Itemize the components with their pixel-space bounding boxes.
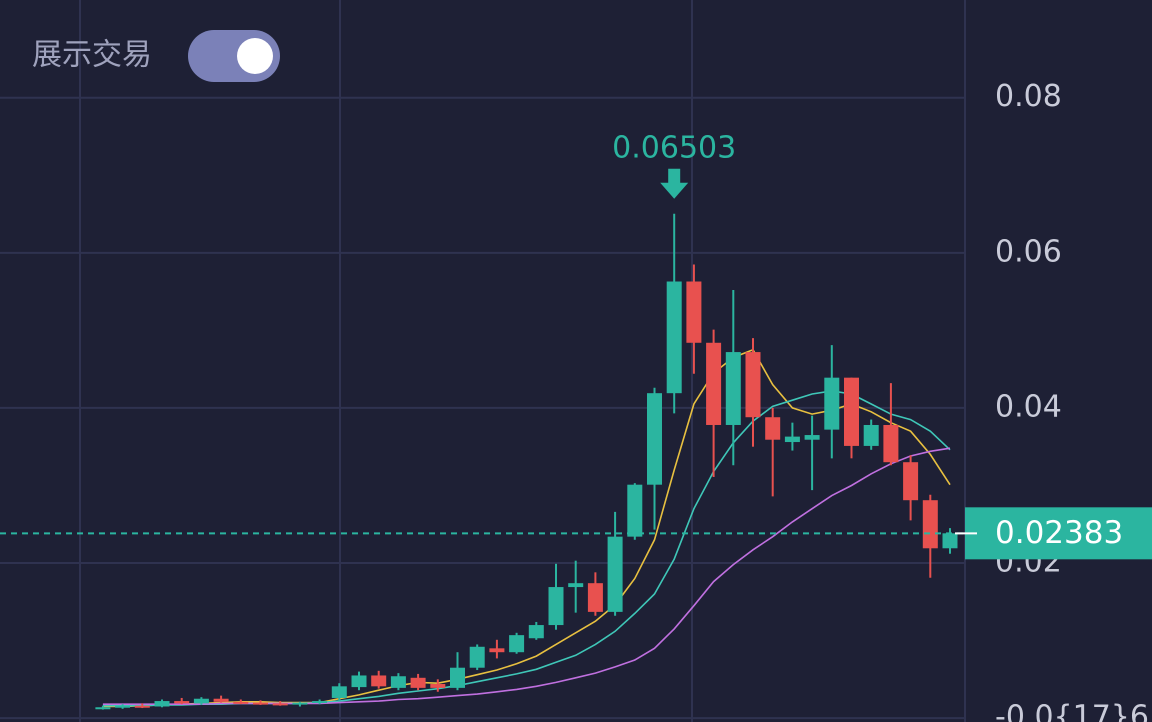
candle-body — [371, 675, 387, 687]
candle-body — [528, 625, 544, 639]
y-tick-label: 0.08 — [995, 79, 1062, 114]
candle-body — [666, 281, 682, 394]
candle-body — [95, 707, 111, 710]
candle-body — [942, 533, 958, 549]
toggle-label: 展示交易 — [32, 38, 152, 73]
vertical-grid — [79, 0, 966, 722]
candle-body — [410, 677, 426, 688]
candle-body — [883, 424, 899, 463]
candle-body — [292, 702, 308, 705]
candle-body — [804, 435, 820, 440]
candle-body — [115, 705, 131, 708]
candle-body — [272, 703, 288, 706]
candle-body — [568, 583, 584, 588]
candle-body — [509, 635, 525, 653]
candle-body — [903, 462, 919, 501]
candle-body — [647, 393, 662, 485]
ma-line — [102, 348, 951, 708]
candle-body — [489, 648, 505, 653]
y-tick-label: 0.06 — [995, 234, 1062, 269]
candle-body — [587, 583, 603, 612]
candle-body — [765, 417, 781, 440]
candle-body — [922, 500, 938, 549]
candle-body — [784, 436, 800, 443]
candle-body — [351, 675, 367, 688]
candle-body — [213, 698, 229, 702]
y-tick-label: 0.04 — [995, 389, 1062, 424]
candle-body — [824, 377, 840, 430]
candle-body — [154, 701, 170, 707]
candle-body — [469, 646, 485, 668]
last-price-label: 0.02383 — [995, 515, 1123, 551]
candle-body — [193, 698, 209, 704]
candle-body — [134, 705, 150, 708]
candle-body — [706, 342, 722, 425]
candle-body — [863, 424, 879, 446]
y-tick-label: -0.0{17}6 — [995, 700, 1149, 722]
candle-body — [331, 686, 347, 698]
candle-body — [607, 536, 623, 612]
toggle-knob[interactable] — [237, 38, 273, 74]
last-price-box — [965, 507, 1152, 560]
candle-body — [430, 684, 446, 688]
candle-body — [548, 587, 564, 626]
candle-body — [745, 352, 761, 418]
high-arrow — [660, 168, 689, 199]
candle-body — [450, 667, 465, 688]
toggle-switch[interactable] — [188, 30, 280, 82]
candle-body — [844, 377, 859, 446]
candle-body — [233, 701, 249, 704]
candle-body — [253, 702, 268, 705]
candle-body — [312, 701, 328, 704]
high-label: 0.06503 — [612, 130, 736, 165]
candle-body — [686, 281, 702, 343]
candle-body — [174, 701, 190, 704]
candle-body — [725, 352, 741, 425]
candle-body — [627, 484, 643, 537]
candle-body — [390, 676, 406, 688]
